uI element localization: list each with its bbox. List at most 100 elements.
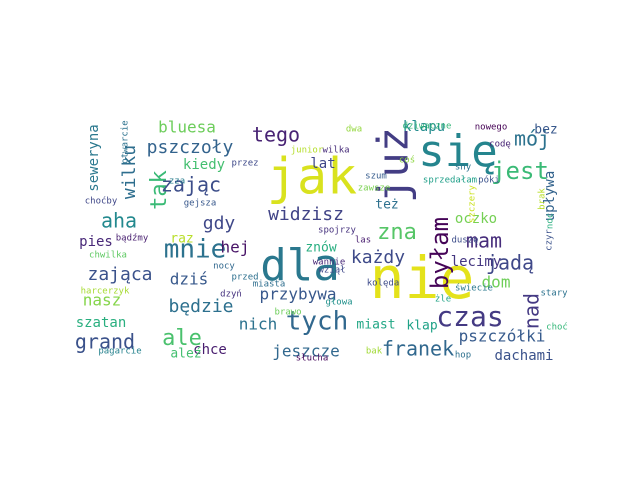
cloud-word: miast	[356, 318, 395, 333]
cloud-word: chce	[193, 342, 227, 358]
cloud-word: przed	[231, 273, 258, 283]
cloud-word: mam	[466, 229, 502, 253]
cloud-word: upływa	[542, 171, 558, 222]
cloud-word: byłam	[426, 217, 454, 289]
cloud-word: franek	[382, 337, 454, 361]
cloud-word: spojrzy	[318, 226, 357, 236]
cloud-word: bak	[366, 347, 383, 357]
cloud-word: każdy	[351, 247, 405, 268]
cloud-word: znów	[305, 241, 336, 256]
cloud-word: szczery	[468, 184, 478, 223]
cloud-word: bluesa	[158, 118, 216, 137]
cloud-word: widzisz	[268, 204, 344, 225]
cloud-word: dachami	[494, 348, 553, 364]
cloud-word: wilku	[119, 145, 140, 199]
cloud-word: przybywa	[259, 285, 336, 304]
cloud-word: stary	[540, 289, 568, 299]
cloud-word: dziś	[170, 270, 209, 289]
cloud-word: dwa	[346, 125, 362, 135]
cloud-word: noc	[546, 213, 556, 229]
cloud-word: nad	[520, 293, 544, 329]
cloud-word: aha	[101, 209, 137, 233]
cloud-word: nowego	[475, 123, 508, 133]
cloud-word: mnie	[164, 235, 227, 265]
cloud-word: choć	[546, 322, 568, 333]
cloud-word: dla	[260, 240, 339, 291]
cloud-word: świecie	[455, 283, 493, 294]
cloud-word: mój	[514, 127, 550, 151]
cloud-word: klap	[406, 319, 437, 334]
cloud-word: duszę	[451, 236, 478, 246]
cloud-word: póki	[478, 175, 500, 186]
cloud-word: chwilka	[89, 251, 127, 261]
cloud-word: nie	[370, 244, 475, 312]
cloud-word: dzyń	[220, 290, 242, 300]
cloud-word: lecimy	[451, 254, 502, 270]
cloud-word: zza	[169, 177, 185, 187]
cloud-word: dziwaczne	[403, 122, 452, 132]
cloud-word: dom	[482, 273, 511, 292]
cloud-word: pagarcie	[98, 347, 141, 357]
cloud-word: zawsze	[358, 184, 391, 194]
cloud-word: jeszcze	[272, 342, 339, 361]
cloud-word: się	[418, 126, 497, 177]
cloud-word: kiedy	[183, 157, 225, 173]
cloud-word: sny	[455, 163, 472, 173]
cloud-word: jadą	[486, 251, 534, 275]
cloud-word: choćby	[85, 196, 118, 207]
cloud-word: las	[355, 236, 371, 246]
cloud-word: pszczoły	[147, 137, 234, 158]
cloud-word: bez	[534, 123, 557, 138]
cloud-word: bądźmy	[116, 234, 149, 244]
cloud-word: słucha	[296, 354, 329, 364]
cloud-word: będzie	[168, 296, 233, 317]
cloud-word: kolęda	[367, 279, 400, 289]
cloud-word: gdy	[203, 213, 236, 234]
cloud-word: seweryna	[86, 124, 102, 191]
cloud-word: klapu	[403, 119, 445, 135]
cloud-word: sprzedałam	[423, 176, 477, 186]
cloud-word: tak	[147, 170, 172, 210]
cloud-word: nich	[239, 315, 278, 334]
cloud-word: pszczółki	[459, 327, 546, 346]
cloud-word: czas	[436, 300, 503, 333]
cloud-word: już	[369, 127, 418, 203]
cloud-word: zając	[161, 173, 221, 197]
cloud-word: junior	[291, 146, 324, 156]
cloud-word: codę	[489, 140, 511, 150]
cloud-word: czyr	[545, 229, 555, 251]
cloud-word: grand	[75, 330, 135, 354]
cloud-word: raz	[170, 232, 193, 247]
cloud-word: aleź	[170, 347, 201, 362]
cloud-word: miasta	[253, 280, 286, 290]
cloud-word: ale	[162, 326, 202, 351]
cloud-word: hej	[221, 238, 250, 257]
cloud-word: brawo	[274, 308, 301, 318]
cloud-word: nocy	[213, 262, 235, 272]
cloud-word: pies	[79, 234, 113, 250]
cloud-word: brak	[538, 188, 548, 210]
cloud-word: oczko	[455, 211, 497, 227]
cloud-word: jest	[491, 157, 549, 185]
cloud-word: tego	[252, 123, 300, 147]
cloud-word: zająca	[87, 264, 152, 285]
cloud-word: nasz	[83, 291, 122, 310]
cloud-word: wziął	[318, 266, 345, 276]
cloud-word: gejsza	[184, 199, 217, 209]
cloud-word: też	[375, 198, 398, 213]
cloud-word: głowa	[325, 298, 352, 308]
cloud-word: wannie	[313, 258, 346, 268]
cloud-word: tych	[286, 307, 349, 337]
cloud-word: jak	[267, 148, 357, 206]
cloud-word: otwarcie	[121, 120, 131, 163]
cloud-word: przez	[231, 159, 258, 169]
cloud-word: wilka	[322, 146, 349, 156]
cloud-word: harcerzyk	[81, 287, 130, 297]
cloud-word: hop	[455, 351, 471, 361]
cloud-word: żle	[435, 295, 451, 305]
cloud-word: lat	[310, 156, 335, 172]
cloud-word: szum	[365, 172, 387, 182]
cloud-word: szatan	[76, 315, 127, 331]
cloud-word: zna	[377, 220, 417, 245]
